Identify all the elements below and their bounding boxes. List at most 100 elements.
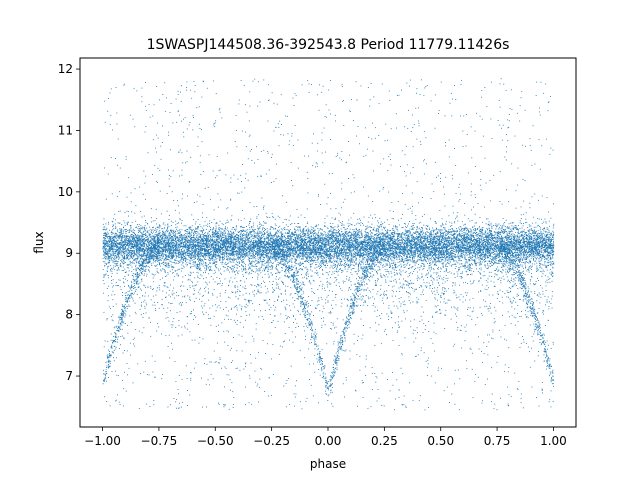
data-point <box>156 223 158 225</box>
data-point <box>198 235 200 237</box>
data-point <box>190 238 191 240</box>
data-point <box>292 249 294 251</box>
data-point <box>440 258 442 260</box>
data-point <box>193 250 195 251</box>
data-point <box>420 251 422 253</box>
data-point <box>298 249 300 251</box>
data-point <box>223 236 224 238</box>
data-point <box>135 233 136 235</box>
data-point <box>467 251 468 253</box>
data-point <box>237 257 239 259</box>
data-point <box>276 237 278 239</box>
data-point <box>125 229 126 230</box>
data-point <box>254 237 256 238</box>
data-point <box>430 218 431 220</box>
data-point <box>551 257 553 259</box>
data-point <box>398 252 400 254</box>
data-point <box>242 234 244 236</box>
data-point <box>359 261 360 263</box>
data-point <box>250 243 252 245</box>
data-point <box>482 235 483 237</box>
data-point <box>399 256 401 257</box>
data-point <box>533 232 535 234</box>
data-point <box>332 248 334 250</box>
data-point <box>450 247 452 248</box>
data-point <box>374 239 376 241</box>
data-point <box>233 228 235 230</box>
data-point <box>111 245 113 247</box>
data-point <box>172 248 174 250</box>
data-point <box>327 255 329 257</box>
data-point <box>126 236 128 238</box>
data-point <box>452 250 454 251</box>
data-point <box>240 220 242 221</box>
data-point <box>463 230 465 231</box>
data-point <box>113 228 115 229</box>
data-point <box>488 221 490 223</box>
data-point <box>144 232 146 234</box>
data-point <box>112 229 114 231</box>
data-point <box>271 236 273 238</box>
data-point <box>213 251 214 253</box>
data-point <box>278 248 280 250</box>
data-point <box>500 271 501 272</box>
data-point <box>521 264 523 266</box>
data-point <box>515 226 517 228</box>
data-point <box>416 231 417 233</box>
data-point <box>417 248 419 249</box>
data-point <box>343 263 345 264</box>
data-point <box>190 238 192 239</box>
data-point <box>428 232 430 233</box>
data-point <box>526 258 527 259</box>
data-point <box>425 246 427 247</box>
data-point <box>517 239 519 241</box>
data-point <box>289 258 291 260</box>
data-point <box>155 229 157 231</box>
data-point <box>187 264 188 265</box>
data-point <box>213 218 215 220</box>
data-point <box>429 249 431 251</box>
data-point <box>231 261 233 263</box>
data-point <box>309 243 311 245</box>
data-point <box>175 241 177 243</box>
data-point <box>288 235 290 237</box>
data-point <box>188 228 190 230</box>
data-point <box>331 266 333 268</box>
data-point <box>513 260 515 262</box>
data-point <box>518 259 520 261</box>
data-point <box>464 244 466 246</box>
data-point <box>128 264 130 265</box>
data-point <box>524 254 525 256</box>
data-point <box>485 249 487 251</box>
data-point <box>309 264 311 266</box>
data-point <box>302 233 304 235</box>
data-point <box>411 248 413 250</box>
data-point <box>151 251 153 252</box>
data-point <box>405 250 407 252</box>
data-point <box>456 216 458 218</box>
data-point <box>355 236 357 237</box>
data-point <box>335 217 336 219</box>
data-point <box>289 215 291 217</box>
data-point <box>547 240 549 242</box>
data-point <box>405 233 407 235</box>
data-point <box>461 260 462 262</box>
data-point <box>516 257 518 259</box>
data-point <box>177 251 179 253</box>
data-point <box>247 248 249 250</box>
data-point <box>172 237 174 239</box>
data-point <box>198 237 200 239</box>
data-point <box>367 246 368 248</box>
data-point <box>238 262 240 264</box>
data-point <box>401 260 403 262</box>
data-point <box>137 238 139 240</box>
data-point <box>199 230 201 232</box>
data-point <box>437 231 439 233</box>
data-point <box>528 259 530 261</box>
data-point <box>328 231 330 233</box>
data-point <box>189 263 191 265</box>
data-point <box>155 242 156 244</box>
data-point <box>418 239 419 241</box>
data-point <box>151 247 152 248</box>
data-point <box>162 238 164 240</box>
